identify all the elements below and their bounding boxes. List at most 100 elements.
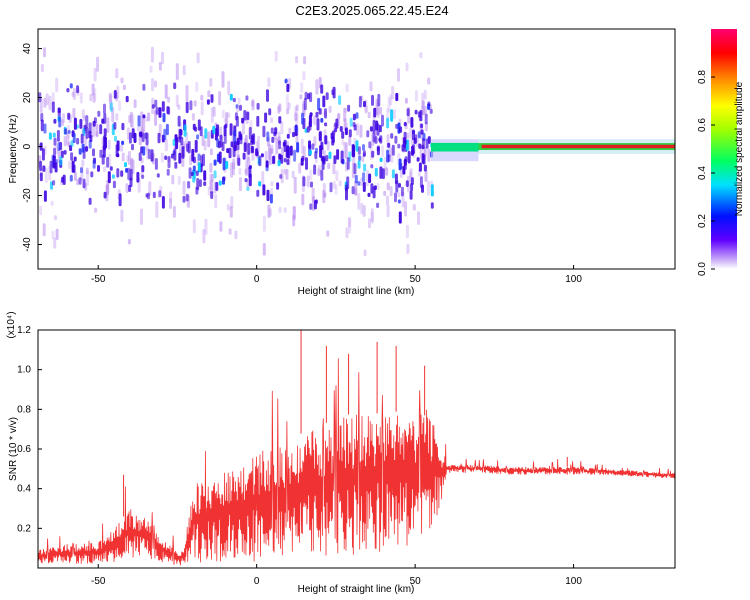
spectrogram-halo-cell (267, 204, 271, 218)
spectrogram-halo-cell (164, 84, 168, 99)
spectrogram-y-tick-label: -40 (22, 237, 33, 252)
spectrogram-halo-cell (397, 192, 401, 198)
spectrogram-halo-cell (283, 168, 287, 175)
snr-panel: -50 0 50 100 0.2 0.4 0.6 0.8 1.0 1.2 Height of s… (6, 311, 676, 595)
spectrogram-core-cell (390, 133, 394, 139)
spectrogram-core-cell (329, 182, 333, 193)
spectrogram-core-cell (362, 150, 366, 157)
spectrogram-core-cell (185, 193, 189, 202)
spectrogram-halo-cell (417, 211, 420, 225)
spectrogram-core-cell (325, 92, 329, 100)
spectrogram-halo-cell (386, 108, 390, 121)
spectrogram-core-cell (223, 134, 227, 144)
spectrogram-halo-cell (391, 86, 395, 100)
spectrogram-core-cell (286, 133, 290, 139)
spectrogram-halo-cell (302, 71, 306, 81)
spectrogram-halo-cell (131, 114, 135, 130)
spectrogram-halo-cell (54, 215, 57, 221)
figure-title: C2E3.2025.065.22.45.E24 (295, 3, 448, 18)
spectrogram-halo-cell (277, 105, 281, 114)
spectrogram-core-cell (397, 199, 401, 204)
spectrogram-core-cell (367, 192, 371, 197)
spectrogram-core-cell (206, 99, 210, 105)
spectrogram-halo-cell (424, 122, 428, 132)
spectrogram-halo-cell (404, 201, 407, 217)
spectrogram-halo-cell (154, 80, 157, 88)
spectrogram-core-cell (248, 126, 252, 140)
spectrogram-halo-cell (200, 94, 204, 101)
snr-x-tick-label: 50 (410, 576, 422, 587)
spectrogram-halo-cell (385, 195, 389, 206)
spectrogram-halo-cell (192, 219, 196, 234)
spectrogram-core-cell (278, 154, 282, 160)
spectrogram-core-cell (226, 148, 230, 154)
spectrogram-core-cell (348, 129, 352, 138)
spectrogram-core-cell (154, 99, 158, 108)
spectrogram-halo-cell (237, 97, 241, 105)
spectrogram-core-cell (410, 117, 414, 128)
spectrogram-core-cell (305, 157, 308, 170)
spectrogram-halo-cell (140, 111, 144, 128)
spectrogram-halo-cell (118, 100, 122, 111)
spectrogram-core-cell (400, 186, 404, 197)
spectrogram-halo-cell (155, 201, 159, 218)
spectrogram-halo-cell (177, 104, 181, 110)
spectrogram-core-cell (351, 186, 355, 195)
spectrogram-core-cell (355, 112, 359, 119)
spectrogram-core-cell (311, 143, 315, 150)
spectrogram-core-cell (391, 169, 395, 179)
spectrogram-halo-cell (182, 180, 186, 195)
spectrogram-core-cell (52, 155, 56, 169)
spectrogram-core-cell (243, 142, 247, 153)
spectrogram-core-cell (379, 166, 383, 179)
spectrogram-core-cell (239, 104, 242, 111)
spectrogram-halo-cell (209, 162, 213, 173)
spectrogram-core-cell (92, 159, 96, 169)
spectrogram-core-cell (394, 135, 398, 144)
spectrogram-halo-cell (405, 224, 409, 239)
spectrogram-halo-cell (268, 208, 272, 217)
spectrogram-x-label: Height of straight line (km) (298, 286, 415, 297)
spectrogram-core-cell (390, 109, 394, 122)
spectrogram-halo-cell (89, 93, 93, 102)
spectrogram-core-cell (317, 97, 321, 111)
spectrogram-halo-cell (386, 204, 390, 218)
spectrogram-halo-cell (191, 113, 195, 121)
spectrogram-core-cell (53, 118, 57, 124)
spectrogram-core-cell (225, 160, 229, 169)
spectrogram-core-cell (199, 126, 203, 137)
spectrogram-core-cell (218, 180, 222, 186)
spectrogram-core-cell (398, 211, 402, 224)
spectrogram-halo-cell (405, 62, 409, 72)
spectrogram-core-cell (195, 170, 199, 176)
spectrogram-halo-cell (106, 117, 110, 133)
spectrogram-core-cell (137, 115, 141, 127)
spectrogram-halo-cell (288, 127, 292, 135)
spectrogram-halo-cell (386, 182, 390, 191)
spectrogram-halo-cell (227, 80, 231, 96)
spectrogram-halo-cell (161, 51, 164, 65)
snr-x-tick-label: 0 (254, 576, 260, 587)
spectrogram-core-cell (181, 146, 185, 159)
spectrogram-core-cell (218, 151, 222, 164)
spectrogram-core-cell (352, 144, 355, 158)
spectrogram-halo-cell (226, 204, 230, 211)
spectrogram-halo-cell (72, 88, 76, 100)
spectrogram-core-cell (125, 95, 129, 103)
spectrogram-halo-cell (292, 206, 296, 220)
spectrogram-halo-cell (160, 152, 164, 163)
spectrogram-core-cell (241, 117, 245, 124)
spectrogram-core-cell (113, 122, 117, 130)
spectrogram-core-cell (248, 166, 252, 179)
spectrogram-core-cell (300, 157, 304, 166)
spectrogram-core-cell (357, 146, 361, 155)
spectrogram-core-cell (230, 141, 234, 148)
spectrogram-core-cell (256, 189, 260, 197)
spectrogram-core-cell (156, 173, 160, 178)
spectrogram-core-cell (335, 118, 339, 129)
spectrogram-core-cell (344, 127, 348, 136)
spectrogram-x-tick-label: 100 (565, 274, 582, 285)
spectrogram-core-cell (112, 180, 116, 189)
spectrogram-core-cell (394, 192, 397, 203)
spectrogram-halo-cell (362, 205, 366, 217)
